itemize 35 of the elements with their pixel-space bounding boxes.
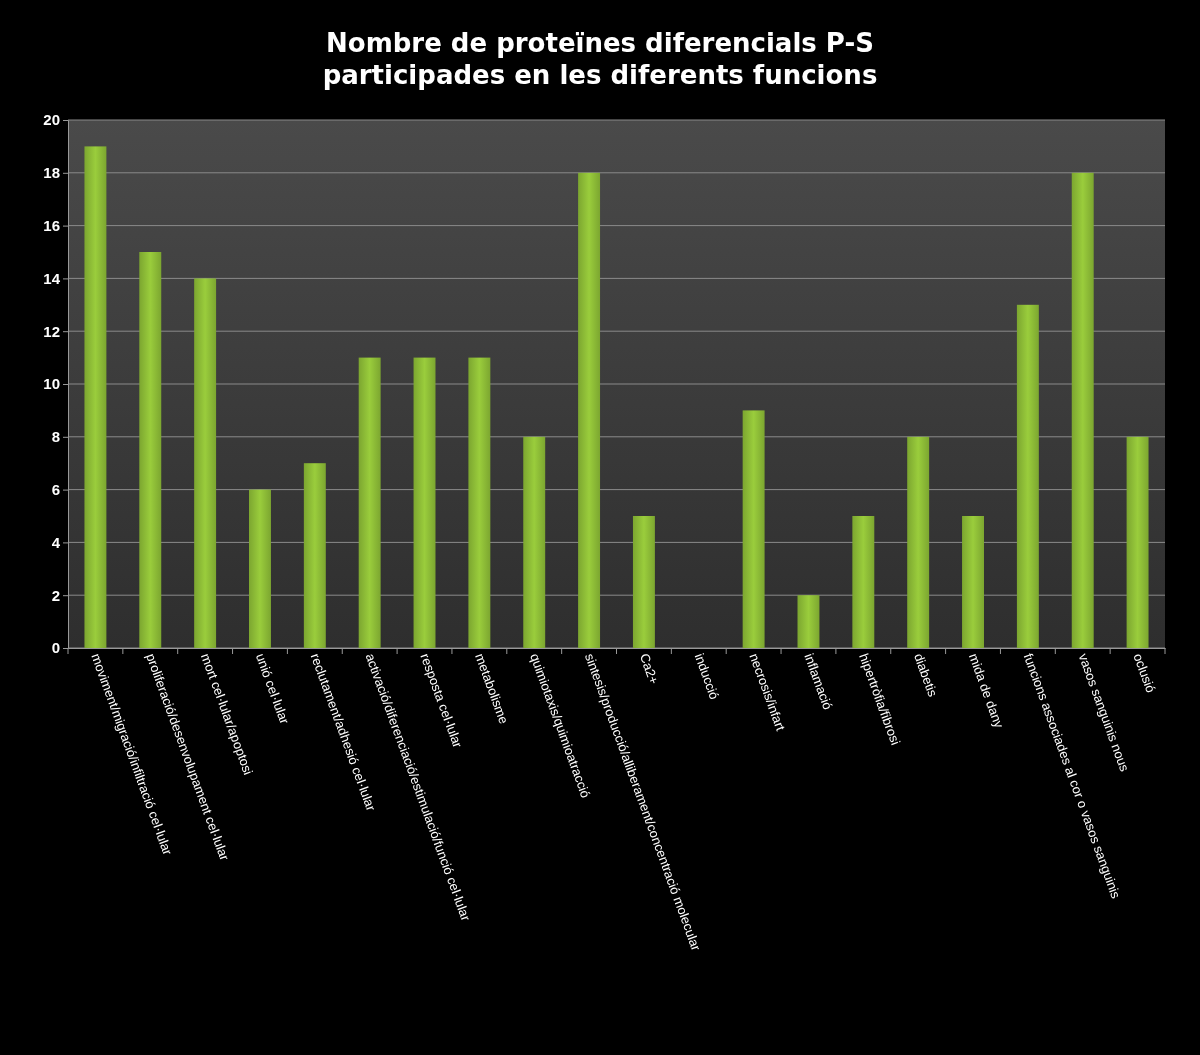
bar xyxy=(632,516,655,648)
bar xyxy=(852,516,875,648)
bar xyxy=(84,146,107,648)
y-tick-label: 18 xyxy=(43,164,60,182)
y-tick-label: 20 xyxy=(43,111,60,129)
y-tick-label: 16 xyxy=(43,216,60,234)
bar xyxy=(468,357,491,648)
x-tick-label: oclusió xyxy=(1130,651,1159,695)
y-tick-label: 4 xyxy=(51,533,61,551)
bar xyxy=(413,357,436,648)
y-tick-label: 6 xyxy=(51,480,60,498)
x-tick-label: mida de dany xyxy=(965,651,1007,731)
bar xyxy=(962,516,984,648)
bar xyxy=(303,463,326,648)
bar xyxy=(523,436,546,648)
bar xyxy=(249,489,271,648)
bar xyxy=(1126,436,1149,648)
y-tick-label: 12 xyxy=(43,322,60,340)
y-tick-label: 8 xyxy=(51,428,60,446)
bar xyxy=(194,278,217,648)
bar xyxy=(139,252,162,648)
chart-title: Nombre de proteïnes diferencials P-S participades en les diferents funcions xyxy=(322,28,878,90)
x-tick-label: diabetis xyxy=(911,651,941,700)
bar xyxy=(742,410,765,648)
y-tick-label: 10 xyxy=(43,375,60,393)
bar xyxy=(358,357,381,648)
bar xyxy=(1016,304,1039,648)
x-tick-label: unió cel·lular xyxy=(252,651,293,727)
bar xyxy=(1071,172,1094,648)
y-tick-label: 14 xyxy=(43,269,61,287)
bar xyxy=(797,595,820,648)
y-tick-label: 2 xyxy=(51,586,60,604)
bar xyxy=(907,436,930,648)
y-tick-label: 0 xyxy=(51,639,60,657)
bar xyxy=(578,172,601,648)
